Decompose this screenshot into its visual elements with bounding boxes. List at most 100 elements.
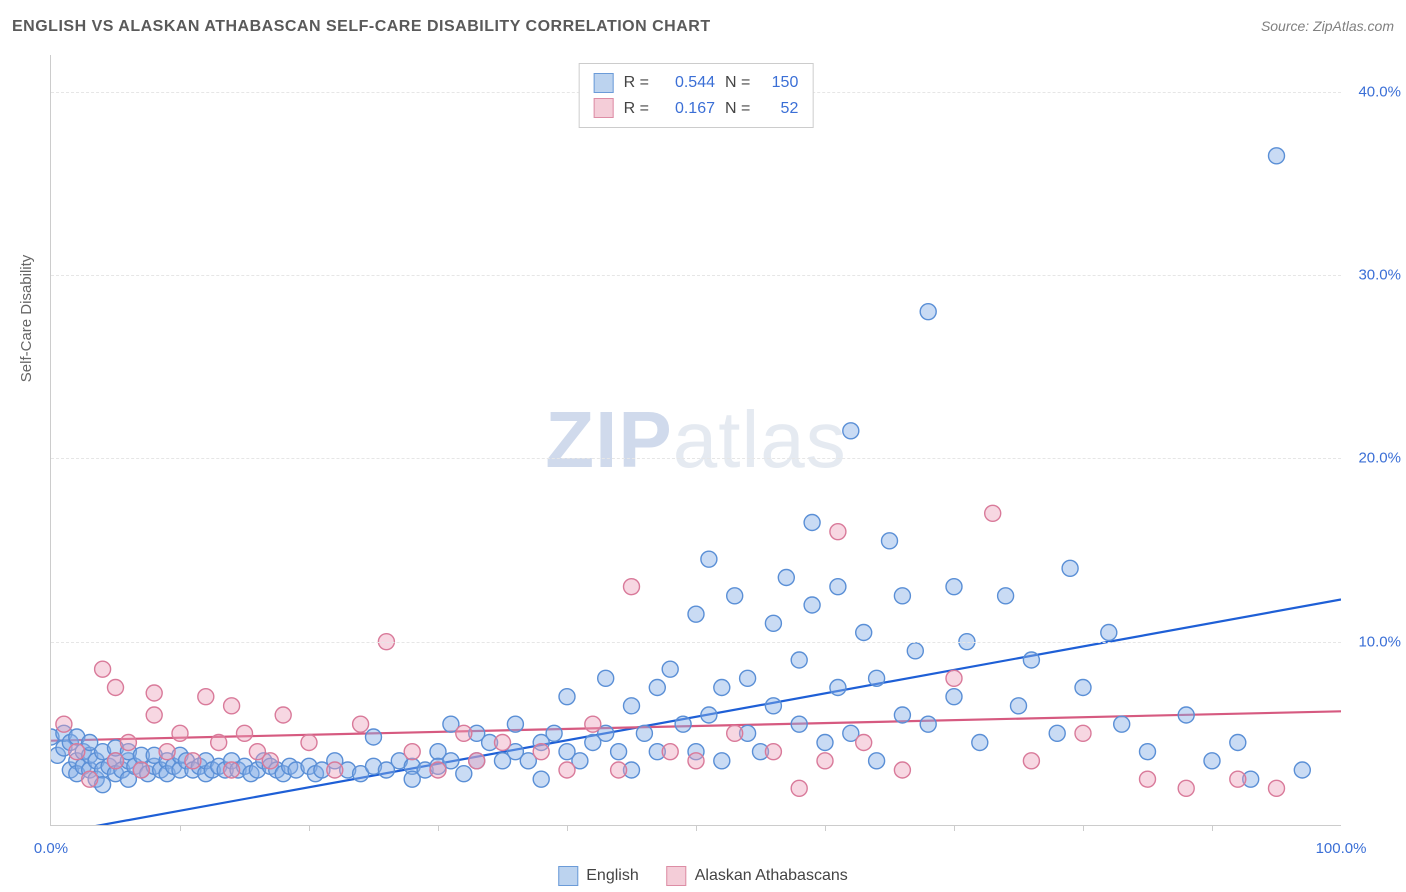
y-tick-label: 20.0%: [1346, 450, 1401, 467]
point-english: [1140, 744, 1156, 760]
chart-source: Source: ZipAtlas.com: [1261, 18, 1394, 34]
point-athabascan: [146, 685, 162, 701]
point-athabascan: [688, 753, 704, 769]
point-athabascan: [533, 744, 549, 760]
point-english: [907, 643, 923, 659]
x-tick-mark: [1083, 825, 1084, 831]
point-athabascan: [69, 744, 85, 760]
stats-row-english: R =0.544N =150: [594, 70, 799, 96]
point-english: [662, 661, 678, 677]
point-english: [1294, 762, 1310, 778]
point-athabascan: [585, 716, 601, 732]
point-athabascan: [856, 735, 872, 751]
point-english: [817, 735, 833, 751]
point-athabascan: [830, 524, 846, 540]
point-athabascan: [327, 762, 343, 778]
point-english: [1101, 625, 1117, 641]
point-english: [1269, 148, 1285, 164]
point-english: [882, 533, 898, 549]
point-english: [894, 707, 910, 723]
n-label: N =: [725, 96, 750, 122]
point-athabascan: [662, 744, 678, 760]
r-value: 0.167: [659, 96, 715, 122]
point-english: [843, 423, 859, 439]
point-athabascan: [224, 698, 240, 714]
point-english: [611, 744, 627, 760]
point-athabascan: [159, 744, 175, 760]
point-athabascan: [172, 725, 188, 741]
point-athabascan: [95, 661, 111, 677]
point-athabascan: [56, 716, 72, 732]
point-english: [765, 698, 781, 714]
point-athabascan: [894, 762, 910, 778]
point-athabascan: [211, 735, 227, 751]
point-athabascan: [624, 579, 640, 595]
point-english: [894, 588, 910, 604]
point-english: [765, 615, 781, 631]
point-athabascan: [82, 771, 98, 787]
point-english: [1230, 735, 1246, 751]
point-athabascan: [430, 762, 446, 778]
point-english: [830, 579, 846, 595]
point-english: [533, 771, 549, 787]
stats-legend: R =0.544N =150R = 0.167 N = 52: [579, 63, 814, 128]
point-athabascan: [108, 753, 124, 769]
point-athabascan: [1269, 780, 1285, 796]
point-athabascan: [469, 753, 485, 769]
point-english: [1114, 716, 1130, 732]
y-axis-label: Self-Care Disability: [18, 255, 35, 383]
stats-row-athabascan: R = 0.167 N = 52: [594, 96, 799, 122]
plot-area: ZIPatlas R =0.544N =150R =0.167N =52 10.…: [50, 55, 1341, 826]
point-english: [598, 670, 614, 686]
x-tick-mark: [180, 825, 181, 831]
point-athabascan: [108, 680, 124, 696]
point-athabascan: [946, 670, 962, 686]
point-athabascan: [559, 762, 575, 778]
point-english: [920, 716, 936, 732]
r-label: R =: [624, 96, 649, 122]
x-tick-mark: [309, 825, 310, 831]
point-athabascan: [765, 744, 781, 760]
point-english: [856, 625, 872, 641]
x-tick-mark: [825, 825, 826, 831]
point-athabascan: [727, 725, 743, 741]
swatch-english: [558, 866, 578, 886]
point-athabascan: [275, 707, 291, 723]
point-english: [688, 606, 704, 622]
point-athabascan: [198, 689, 214, 705]
legend-label: English: [586, 867, 638, 885]
point-athabascan: [224, 762, 240, 778]
point-english: [507, 716, 523, 732]
point-english: [701, 707, 717, 723]
gridline-h: [51, 642, 1341, 643]
point-athabascan: [353, 716, 369, 732]
point-english: [946, 689, 962, 705]
point-athabascan: [301, 735, 317, 751]
point-athabascan: [791, 780, 807, 796]
point-english: [1178, 707, 1194, 723]
point-english: [559, 689, 575, 705]
point-english: [714, 680, 730, 696]
point-english: [920, 304, 936, 320]
n-label: N =: [725, 70, 750, 96]
n-value: 52: [760, 96, 798, 122]
point-athabascan: [146, 707, 162, 723]
point-english: [778, 570, 794, 586]
gridline-h: [51, 275, 1341, 276]
point-athabascan: [1178, 780, 1194, 796]
point-athabascan: [262, 753, 278, 769]
y-tick-label: 30.0%: [1346, 267, 1401, 284]
swatch-english: [594, 73, 614, 93]
y-tick-label: 40.0%: [1346, 83, 1401, 100]
point-english: [946, 579, 962, 595]
point-english: [727, 588, 743, 604]
point-athabascan: [404, 744, 420, 760]
x-tick-label: 100.0%: [1316, 840, 1367, 857]
point-athabascan: [495, 735, 511, 751]
point-english: [366, 729, 382, 745]
legend-label: Alaskan Athabascans: [695, 867, 848, 885]
point-english: [1204, 753, 1220, 769]
point-english: [624, 698, 640, 714]
point-english: [1011, 698, 1027, 714]
x-tick-mark: [696, 825, 697, 831]
